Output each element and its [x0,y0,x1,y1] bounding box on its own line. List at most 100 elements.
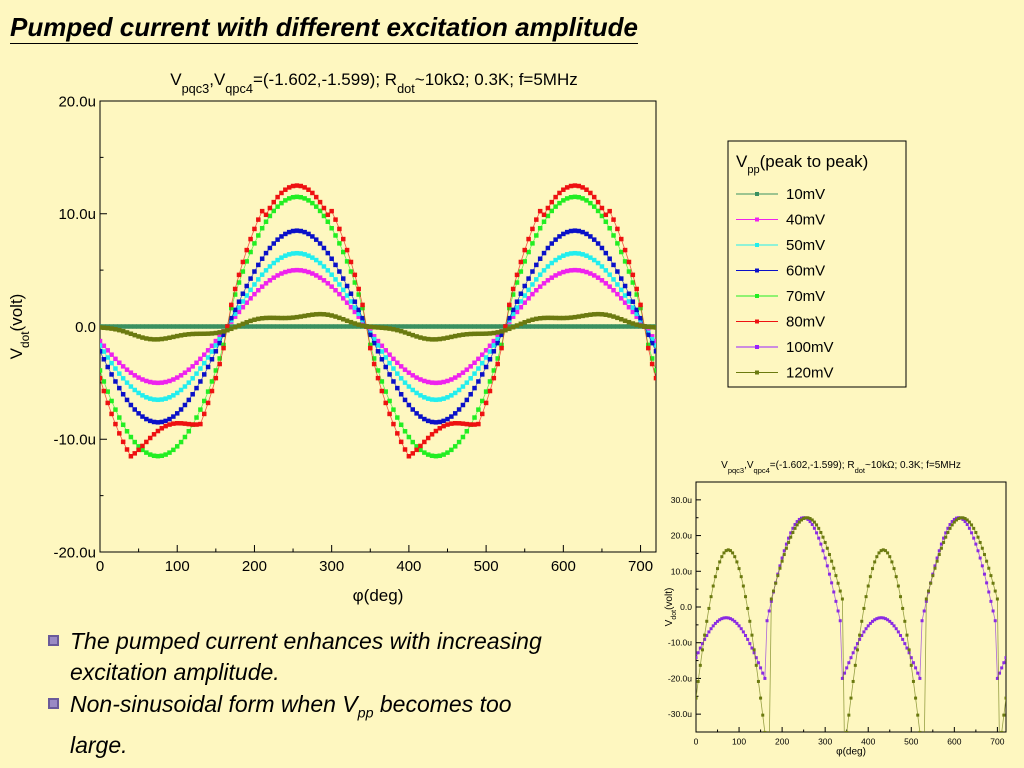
data-point [182,434,188,440]
data-point [449,377,454,382]
data-point [348,319,354,325]
data-point [422,395,427,400]
data-point [120,376,126,381]
data-point [812,520,816,524]
data-point [259,208,265,214]
data-point [449,447,454,453]
data-point [271,275,276,280]
data-point [607,313,612,318]
data-point [236,305,242,310]
data-point [437,336,443,342]
data-point [167,395,172,400]
data-point [815,531,819,535]
data-point [888,555,892,559]
data-point [406,331,412,337]
data-point [410,439,415,445]
legend-item: 80mV [736,314,825,331]
data-point [202,352,207,357]
data-point [750,633,754,637]
data-point [337,324,342,329]
data-point [437,426,443,431]
data-point [522,259,527,264]
legend-title: Vpp(peak to peak) [736,152,868,176]
data-point [634,292,639,297]
data-point [194,385,199,391]
data-point [410,332,415,338]
data-point [737,624,741,628]
bullet-item: The pumped current enhances with increas… [48,626,568,688]
data-point [834,599,838,603]
data-point [352,324,358,329]
data-point [279,255,284,260]
data-point [190,422,195,427]
data-point [860,619,864,623]
data-point [823,556,827,560]
data-point [634,286,639,292]
data-point [890,560,894,564]
data-point [167,324,172,329]
series-50mV [100,250,656,403]
data-point [815,523,819,527]
data-point [240,324,246,329]
x-tick-label: 700 [990,737,1004,747]
data-point [557,324,562,329]
data-point [952,520,956,524]
data-point [821,535,825,539]
legend-item: 10mV [736,186,825,203]
data-point [750,646,754,650]
data-point [221,332,226,338]
data-point [348,299,354,304]
data-point [622,293,628,298]
data-point [487,343,493,349]
data-point [480,352,485,357]
data-point [398,324,404,329]
data-point [182,421,188,426]
data-point [568,315,574,320]
data-point [333,288,338,293]
data-point [572,228,578,233]
data-point [871,567,875,571]
data-point [603,212,609,218]
data-point [507,324,512,329]
data-point [232,314,238,319]
data-point [480,360,485,366]
data-point [267,264,273,269]
data-point [638,302,643,308]
data-point [348,291,354,296]
data-point [290,251,296,256]
data-point [194,324,199,329]
data-point [464,429,470,434]
data-point [294,194,300,200]
data-point [603,219,609,224]
data-point [572,250,578,256]
data-point [379,349,385,354]
data-point [445,450,450,455]
data-point [310,200,315,206]
data-point [838,619,842,623]
data-point [576,183,582,189]
data-point [302,324,307,329]
data-point [634,314,639,319]
data-point [290,228,296,234]
data-point [537,208,543,214]
data-point [325,312,331,317]
data-point [576,268,582,273]
data-point [387,411,392,417]
data-point [987,566,991,570]
data-point [845,730,849,732]
data-point [356,314,361,319]
data-point [217,361,222,367]
data-point [476,331,481,337]
data-point [522,293,527,298]
y-axis-label: Vdot(volt) [664,588,678,627]
data-point [534,288,539,293]
data-point [921,748,924,751]
data-point [398,439,404,445]
series-80mV [100,183,656,459]
data-point [105,364,110,370]
data-point [518,321,524,327]
legend-marker [755,243,759,247]
data-point [491,330,497,336]
data-point [294,267,300,273]
data-point [468,422,473,427]
